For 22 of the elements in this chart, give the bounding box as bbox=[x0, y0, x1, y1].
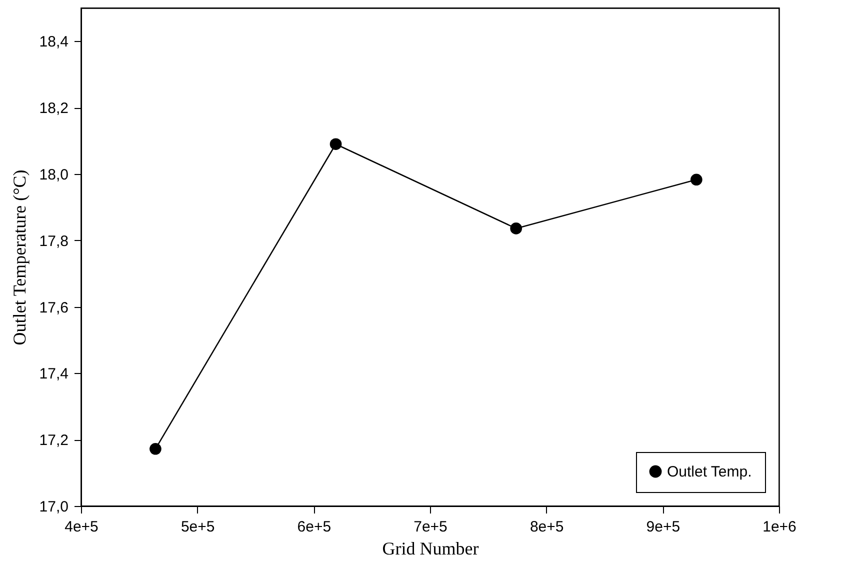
y-tick-label: 17,2 bbox=[39, 432, 68, 450]
y-tick-label: 18,0 bbox=[39, 166, 68, 184]
x-axis-title: Grid Number bbox=[382, 538, 479, 558]
x-tick-label: 1e+6 bbox=[762, 518, 796, 536]
x-tick-label: 4e+5 bbox=[64, 518, 98, 536]
x-tick-label: 6e+5 bbox=[297, 518, 332, 536]
x-tick-label: 5e+5 bbox=[180, 518, 215, 536]
point bbox=[690, 174, 702, 186]
point bbox=[150, 442, 162, 455]
legend-label: Outlet Temp. bbox=[667, 464, 752, 480]
x-tick-label: 9e+5 bbox=[646, 518, 680, 536]
y-tick-label: 17,4 bbox=[39, 366, 68, 383]
y-tick-label: 17,0 bbox=[39, 498, 68, 516]
x-tick-label: 7e+5 bbox=[414, 518, 448, 536]
x-tick-label: 8e+5 bbox=[530, 518, 564, 536]
y-tick-label: 17,6 bbox=[39, 299, 68, 316]
point bbox=[330, 138, 342, 150]
y-tick-label: 17,8 bbox=[39, 232, 68, 250]
point bbox=[510, 222, 522, 234]
y-tick-label: 18,4 bbox=[39, 34, 68, 51]
y-tick-label: 18,2 bbox=[39, 100, 68, 118]
y-axis-title: Outlet Temperature (°C) bbox=[9, 170, 30, 346]
